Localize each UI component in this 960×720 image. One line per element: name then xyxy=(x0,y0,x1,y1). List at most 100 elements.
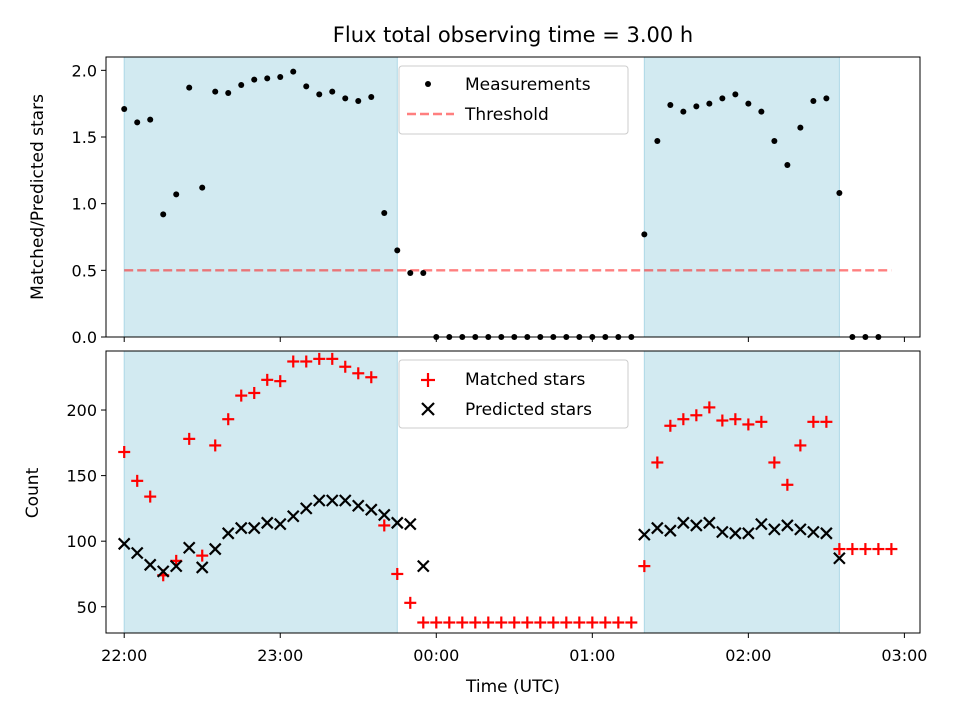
measurement-point xyxy=(641,231,648,238)
predicted-star-x-b xyxy=(417,559,430,573)
predicted-star-x-b xyxy=(286,509,300,523)
matched-star-point xyxy=(846,543,859,556)
predicted-star-point xyxy=(299,502,313,515)
predicted-star-point xyxy=(690,519,703,532)
predicted-star-point xyxy=(377,508,391,522)
measurement-point xyxy=(225,90,232,96)
predicted-star-point xyxy=(208,542,222,556)
ratio-y-tick-label: 1.5 xyxy=(72,128,97,147)
predicted-star-point xyxy=(664,524,677,537)
matched-star-point xyxy=(352,367,365,380)
ratio-shaded-period xyxy=(643,56,840,338)
matched-star-point xyxy=(417,616,430,629)
matched-star-point xyxy=(534,616,547,629)
predicted-star-point xyxy=(351,499,365,513)
matched-star-point xyxy=(716,414,729,427)
matched-star-point xyxy=(508,616,521,629)
matched-star-point xyxy=(690,409,703,422)
legend-predicted-marker xyxy=(421,402,435,416)
matched-star-point xyxy=(118,445,131,458)
predicted-star-point xyxy=(325,494,339,507)
matched-star-point xyxy=(300,355,313,368)
measurement-point xyxy=(667,102,674,108)
measurement-point xyxy=(264,75,271,82)
predicted-star-x-b xyxy=(117,537,131,551)
matched-star-point xyxy=(378,519,391,532)
matched-star-point xyxy=(703,401,716,414)
x-tick-label: 23:00 xyxy=(257,646,303,665)
matched-star-point xyxy=(729,413,742,426)
predicted-star-point xyxy=(195,561,209,574)
count-panel-y-ticks: 50 100 150 200 xyxy=(66,401,106,617)
predicted-star-x-b xyxy=(325,494,339,507)
x-tick-label: 03:00 xyxy=(881,646,927,665)
predicted-star-x-b xyxy=(156,565,170,578)
predicted-star-x-b xyxy=(247,521,261,535)
predicted-star-point xyxy=(273,517,287,531)
matched-star-point xyxy=(547,616,560,629)
ratio-panel: 0.00.51.01.52.0 Matched/Predicted stars … xyxy=(28,56,921,347)
measurement-point xyxy=(134,119,141,126)
ratio-panel-y-ticks: 0.0 0.5 1.0 1.5 2.0 xyxy=(72,61,106,347)
matched-star-point xyxy=(755,415,768,428)
matched-star-point xyxy=(625,616,638,629)
predicted-star-point xyxy=(156,565,170,578)
matched-star-point xyxy=(599,616,612,629)
matched-star-point xyxy=(586,616,599,629)
predicted-star-x-b xyxy=(221,527,235,540)
count-panel: 50 100 150 200 22:00 23:00 00:00 01:00 02:00 03:… xyxy=(23,350,927,697)
predicted-star-point xyxy=(364,503,378,516)
ratio-y-tick-label: 1.0 xyxy=(72,195,97,214)
count-panel-y-label: Count xyxy=(23,467,43,518)
matched-star-point xyxy=(248,386,261,399)
predicted-star-point xyxy=(117,537,131,551)
count-shaded-period xyxy=(123,350,398,634)
predicted-star-point xyxy=(338,494,352,507)
matched-star-point xyxy=(261,373,274,386)
matched-star-point xyxy=(287,355,300,368)
legend-measurements-marker xyxy=(425,81,431,87)
matched-star-point xyxy=(235,389,248,402)
ratio-y-tick-label: 2.0 xyxy=(72,61,97,80)
predicted-star-point xyxy=(768,523,781,536)
measurement-point xyxy=(173,191,180,198)
measurement-point xyxy=(420,270,427,276)
count-y-tick-label: 50 xyxy=(77,598,97,617)
ratio-y-tick-label: 0.0 xyxy=(72,328,97,347)
measurement-point xyxy=(784,162,791,168)
predicted-star-point xyxy=(794,523,807,536)
count-y-tick-label: 200 xyxy=(66,401,97,420)
x-tick-label: 00:00 xyxy=(413,646,459,665)
legend-matched-label: Matched stars xyxy=(465,370,585,390)
count-panel-shaded-periods xyxy=(123,350,840,634)
matched-star-point xyxy=(859,543,872,556)
matched-star-point xyxy=(365,371,378,384)
matched-star-point xyxy=(794,439,807,452)
predicted-star-point xyxy=(260,516,274,530)
matched-star-point xyxy=(209,439,222,452)
predicted-star-point xyxy=(703,516,716,530)
measurement-point xyxy=(290,68,297,75)
predicted-star-x-b xyxy=(742,527,755,540)
matched-star-point xyxy=(833,543,846,556)
measurement-point xyxy=(745,100,752,107)
measurement-point xyxy=(342,95,349,102)
count-y-tick-label: 100 xyxy=(66,532,97,551)
ratio-panel-y-label: Matched/Predicted stars xyxy=(28,94,48,300)
matched-star-point xyxy=(456,616,469,629)
matched-star-point xyxy=(664,419,677,432)
measurement-point xyxy=(186,84,193,91)
matched-star-point xyxy=(196,549,209,562)
x-tick-label: 22:00 xyxy=(101,646,147,665)
matched-star-point xyxy=(872,543,885,556)
predicted-star-x-b xyxy=(716,525,729,539)
ratio-shaded-period xyxy=(123,56,398,338)
predicted-star-point xyxy=(403,517,417,531)
predicted-star-x-b xyxy=(651,521,664,535)
measurement-point xyxy=(160,211,167,218)
matched-star-point xyxy=(560,616,573,629)
predicted-star-point xyxy=(781,519,794,532)
predicted-star-x-b xyxy=(143,558,157,572)
matched-star-point xyxy=(651,456,664,469)
predicted-star-x-b xyxy=(807,525,820,539)
